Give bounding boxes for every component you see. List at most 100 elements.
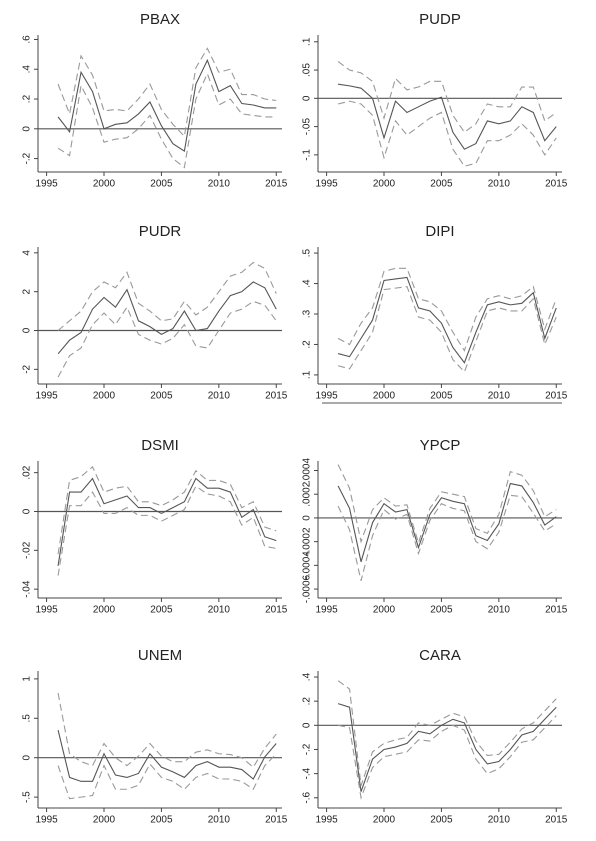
y-tick-label: -2 bbox=[22, 364, 33, 373]
series-line bbox=[337, 83, 557, 150]
x-tick-label: 2015 bbox=[545, 179, 568, 190]
series-line bbox=[337, 715, 557, 800]
y-tick-label: .1 bbox=[302, 37, 313, 46]
x-tick-label: 2010 bbox=[208, 179, 231, 190]
x-tick-label: 2000 bbox=[373, 179, 396, 190]
x-tick-label: 2000 bbox=[93, 815, 116, 826]
x-tick-label: 2015 bbox=[545, 815, 568, 826]
series-line bbox=[337, 267, 557, 352]
y-tick-label: 0 bbox=[22, 754, 33, 760]
chart-title: DSMI bbox=[141, 437, 179, 454]
series-line bbox=[57, 58, 277, 153]
chart-title: PUDP bbox=[419, 11, 461, 28]
series-line bbox=[337, 680, 557, 786]
chart-title: PBAX bbox=[140, 11, 180, 28]
series-line bbox=[337, 482, 557, 562]
y-tick-label: -.4 bbox=[302, 767, 313, 779]
y-tick-label: .2 bbox=[22, 94, 33, 103]
series-line bbox=[57, 729, 277, 782]
x-tick-label: 2015 bbox=[265, 815, 288, 826]
series-line bbox=[57, 465, 277, 555]
chart-title: DIPI bbox=[425, 223, 454, 240]
series-line bbox=[337, 100, 557, 167]
y-tick-label: 0 bbox=[302, 515, 313, 521]
series-line bbox=[337, 61, 557, 134]
x-tick-label: 1995 bbox=[35, 815, 58, 826]
x-tick-label: 2015 bbox=[265, 605, 288, 616]
series-line bbox=[57, 692, 277, 768]
y-tick-label: .4 bbox=[302, 279, 313, 288]
series-line bbox=[337, 464, 557, 545]
x-tick-label: 2000 bbox=[373, 605, 396, 616]
x-tick-label: 1995 bbox=[315, 605, 338, 616]
x-tick-label: 1995 bbox=[35, 179, 58, 190]
y-tick-label: .0002 bbox=[302, 481, 313, 506]
series-line bbox=[337, 703, 557, 792]
y-tick-label: -.5 bbox=[22, 791, 33, 803]
x-tick-label: 2010 bbox=[488, 605, 511, 616]
x-tick-label: 2015 bbox=[545, 605, 568, 616]
x-tick-label: 2005 bbox=[430, 179, 453, 190]
y-tick-label: 1 bbox=[22, 676, 33, 682]
y-tick-label: .0004 bbox=[302, 458, 313, 483]
series-line bbox=[337, 276, 557, 364]
x-tick-label: 2000 bbox=[93, 605, 116, 616]
y-tick-label: 0 bbox=[22, 126, 33, 132]
x-tick-label: 2010 bbox=[488, 815, 511, 826]
y-tick-label: .1 bbox=[302, 370, 313, 379]
series-line bbox=[57, 477, 277, 566]
y-tick-label: 0 bbox=[22, 508, 33, 514]
x-tick-label: 2000 bbox=[373, 815, 396, 826]
x-tick-label: 2010 bbox=[488, 391, 511, 402]
x-tick-label: 2000 bbox=[93, 179, 116, 190]
y-tick-label: .4 bbox=[302, 672, 313, 681]
y-tick-label: -.2 bbox=[302, 743, 313, 755]
series-line bbox=[57, 300, 277, 378]
x-tick-label: 2015 bbox=[265, 391, 288, 402]
x-tick-label: 2010 bbox=[208, 391, 231, 402]
y-tick-label: -.1 bbox=[302, 149, 313, 161]
x-tick-label: 2000 bbox=[93, 391, 116, 402]
y-tick-label: .02 bbox=[22, 465, 33, 479]
y-tick-label: 4 bbox=[22, 250, 33, 256]
chart-title: YPCP bbox=[420, 437, 461, 454]
x-tick-label: 1995 bbox=[315, 179, 338, 190]
y-tick-label: .2 bbox=[302, 340, 313, 349]
series-line bbox=[57, 281, 277, 355]
x-tick-label: 2010 bbox=[208, 605, 231, 616]
series-line bbox=[57, 485, 277, 576]
y-tick-label: .3 bbox=[302, 309, 313, 318]
x-tick-label: 2005 bbox=[430, 605, 453, 616]
x-tick-label: 2005 bbox=[150, 605, 173, 616]
y-tick-label: -.0006 bbox=[302, 574, 313, 603]
chart-title: PUDR bbox=[139, 223, 182, 240]
x-tick-label: 2015 bbox=[265, 179, 288, 190]
y-tick-label: .4 bbox=[22, 65, 33, 74]
y-tick-label: 0 bbox=[22, 327, 33, 333]
x-tick-label: 2005 bbox=[150, 179, 173, 190]
y-tick-label: .5 bbox=[302, 248, 313, 257]
series-line bbox=[57, 261, 277, 331]
series-line bbox=[57, 753, 277, 800]
x-tick-label: 2005 bbox=[150, 815, 173, 826]
x-tick-label: 1995 bbox=[35, 391, 58, 402]
x-tick-label: 1995 bbox=[35, 605, 58, 616]
y-tick-label: -.0002 bbox=[302, 527, 313, 556]
y-tick-label: -.2 bbox=[22, 152, 33, 164]
y-tick-label: -.04 bbox=[22, 580, 33, 598]
series-line bbox=[57, 72, 277, 169]
y-tick-label: -.02 bbox=[22, 541, 33, 559]
chart-title: CARA bbox=[419, 647, 461, 664]
y-tick-label: .6 bbox=[22, 35, 33, 44]
x-tick-label: 2000 bbox=[373, 391, 396, 402]
x-tick-label: 2005 bbox=[430, 815, 453, 826]
y-tick-label: .5 bbox=[22, 714, 33, 723]
x-tick-label: 2005 bbox=[150, 391, 173, 402]
y-tick-label: 0 bbox=[302, 722, 313, 728]
y-tick-label: 0 bbox=[302, 95, 313, 101]
x-tick-label: 2005 bbox=[430, 391, 453, 402]
y-tick-label: -.0004 bbox=[302, 551, 313, 580]
chart-title: UNEM bbox=[138, 647, 182, 664]
